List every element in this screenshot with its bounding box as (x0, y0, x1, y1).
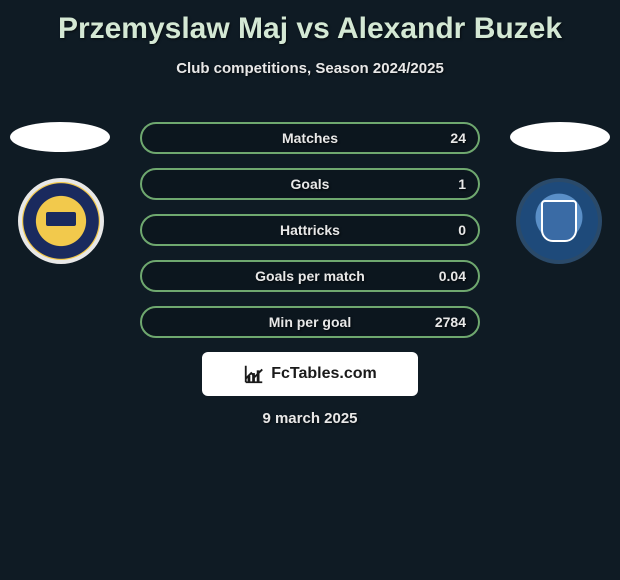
chart-icon (243, 363, 265, 385)
branding-text: FcTables.com (271, 365, 377, 383)
player-left-avatar (10, 122, 110, 152)
branding-badge: FcTables.com (202, 352, 418, 396)
stat-label: Goals per match (255, 268, 365, 284)
stat-row: Goals per match 0.04 (140, 260, 480, 292)
stat-value-right: 1 (458, 176, 466, 192)
stat-label: Hattricks (280, 222, 340, 238)
subtitle: Club competitions, Season 2024/2025 (0, 60, 620, 77)
date-text: 9 march 2025 (0, 410, 620, 427)
stat-row: Goals 1 (140, 168, 480, 200)
stat-value-right: 24 (450, 130, 466, 146)
stat-value-right: 2784 (435, 314, 466, 330)
stat-row: Min per goal 2784 (140, 306, 480, 338)
stat-label: Min per goal (269, 314, 351, 330)
stat-value-right: 0.04 (439, 268, 466, 284)
stats-container: Matches 24 Goals 1 Hattricks 0 Goals per… (140, 122, 480, 352)
club-logo-left (18, 178, 104, 264)
player-right-avatar (510, 122, 610, 152)
page-title: Przemyslaw Maj vs Alexandr Buzek (0, 0, 620, 46)
stat-label: Matches (282, 130, 338, 146)
stat-label: Goals (291, 176, 330, 192)
stat-row: Matches 24 (140, 122, 480, 154)
club-logo-right (516, 178, 602, 264)
stat-row: Hattricks 0 (140, 214, 480, 246)
stat-value-right: 0 (458, 222, 466, 238)
